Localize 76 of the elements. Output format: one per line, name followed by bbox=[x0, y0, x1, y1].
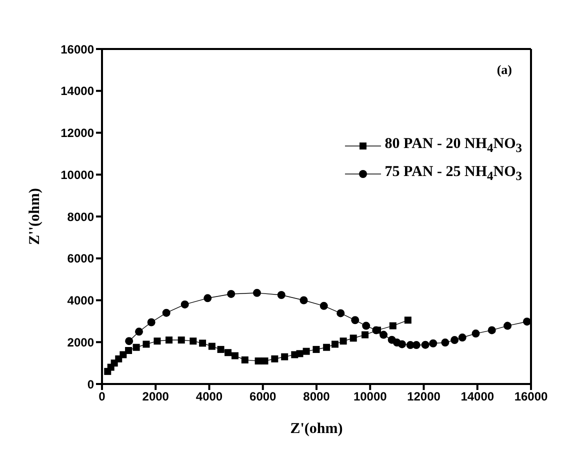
y-tick-label: 16000 bbox=[60, 42, 94, 56]
point bbox=[450, 336, 459, 344]
point bbox=[132, 344, 140, 351]
point bbox=[380, 330, 388, 339]
point bbox=[362, 322, 370, 330]
y-tick-label: 8000 bbox=[67, 210, 94, 224]
point bbox=[458, 334, 466, 342]
point bbox=[389, 322, 396, 330]
point bbox=[350, 334, 357, 342]
point bbox=[162, 308, 170, 317]
point bbox=[412, 341, 420, 350]
point bbox=[488, 326, 496, 334]
point bbox=[332, 340, 338, 348]
point bbox=[125, 347, 132, 354]
y-tick-label: 10000 bbox=[60, 168, 94, 182]
point bbox=[180, 300, 189, 308]
legend-label: 80 PAN - 20 NH$_{4}$NO$_{3}$ bbox=[384, 135, 522, 157]
point bbox=[254, 357, 262, 364]
legend-label: 75 PAN - 25 NH$_{4}$NO$_{3}$ bbox=[384, 163, 522, 185]
point bbox=[178, 336, 185, 344]
point bbox=[302, 348, 310, 355]
x-tick-label: 4000 bbox=[196, 390, 223, 404]
point bbox=[120, 351, 127, 358]
point bbox=[336, 309, 345, 318]
point bbox=[125, 337, 134, 346]
x-axis-title: Z'(ohm) bbox=[290, 421, 343, 437]
point bbox=[441, 338, 450, 347]
y-tick-label: 6000 bbox=[67, 252, 94, 266]
point bbox=[252, 288, 261, 297]
point bbox=[421, 340, 430, 349]
point bbox=[522, 318, 531, 326]
point bbox=[154, 338, 161, 345]
point bbox=[241, 356, 248, 364]
point bbox=[227, 290, 236, 298]
y-tick-label: 12000 bbox=[60, 126, 94, 140]
point bbox=[300, 296, 308, 304]
point bbox=[135, 328, 143, 336]
point bbox=[323, 344, 330, 351]
point bbox=[190, 338, 197, 345]
point bbox=[208, 342, 216, 350]
x-tick-label: 16000 bbox=[514, 390, 548, 404]
point bbox=[351, 316, 360, 324]
point bbox=[504, 322, 512, 330]
y-tick-label: 14000 bbox=[60, 84, 94, 98]
point bbox=[472, 330, 480, 338]
point bbox=[362, 331, 369, 338]
point bbox=[312, 346, 320, 353]
x-tick-label: 12000 bbox=[407, 390, 441, 404]
x-tick-label: 8000 bbox=[303, 390, 330, 404]
point bbox=[204, 294, 212, 302]
x-tick-label: 14000 bbox=[460, 390, 494, 404]
point bbox=[277, 291, 286, 300]
y-axis-title: Z''(ohm) bbox=[27, 188, 43, 245]
point bbox=[199, 340, 206, 347]
point bbox=[261, 357, 268, 364]
x-tick-label: 2000 bbox=[142, 390, 170, 404]
x-tick-label: 6000 bbox=[250, 390, 277, 404]
point bbox=[142, 340, 150, 348]
y-tick-label: 2000 bbox=[67, 335, 94, 350]
point bbox=[398, 340, 406, 348]
point bbox=[224, 349, 232, 356]
point bbox=[404, 316, 412, 324]
point bbox=[147, 318, 156, 326]
y-tick-label: 4000 bbox=[67, 294, 94, 308]
point bbox=[217, 346, 224, 353]
annotation: (a) bbox=[496, 62, 512, 78]
point bbox=[340, 338, 347, 345]
point bbox=[429, 339, 438, 348]
point bbox=[271, 355, 278, 362]
x-tick-label: 0 bbox=[98, 390, 106, 404]
point bbox=[281, 353, 288, 360]
x-tick-label: 10000 bbox=[353, 390, 388, 404]
point bbox=[320, 302, 328, 310]
point bbox=[231, 352, 238, 360]
y-tick-label: 0 bbox=[87, 377, 94, 392]
point bbox=[166, 336, 173, 344]
